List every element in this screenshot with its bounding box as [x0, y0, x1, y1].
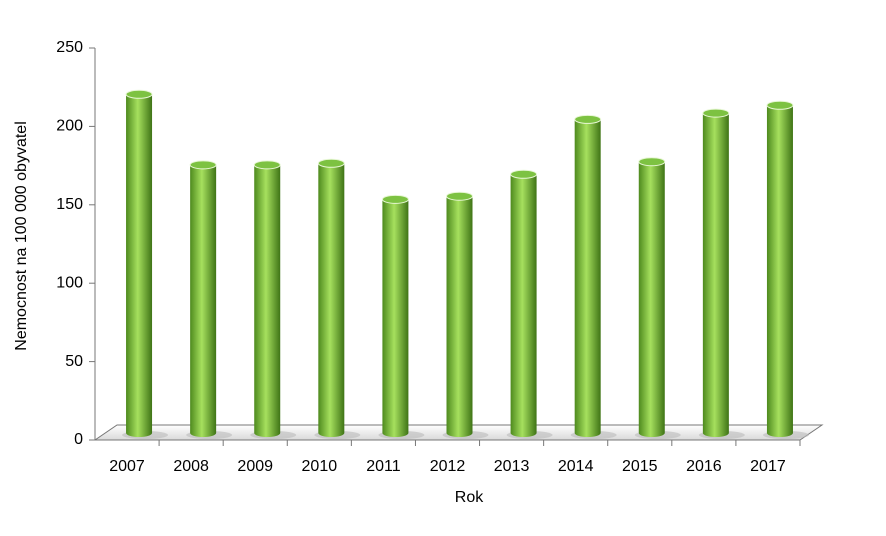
x-tick-label: 2007	[109, 458, 145, 475]
y-tick-label: 100	[56, 274, 83, 291]
bar-part	[446, 191, 473, 201]
bar-part	[702, 108, 730, 118]
y-tick-label: 250	[56, 39, 83, 56]
bar-part	[189, 160, 217, 170]
bar-part	[446, 196, 473, 437]
bar	[250, 160, 297, 439]
y-tick-label: 0	[74, 431, 83, 448]
bar	[506, 169, 553, 439]
y-tick-label: 200	[56, 118, 83, 135]
bar	[762, 100, 809, 439]
y-tick-label: 150	[56, 196, 83, 213]
bar-part	[702, 113, 729, 438]
bar-part	[126, 94, 153, 437]
bar-part	[317, 158, 345, 168]
bar-part	[382, 199, 409, 437]
bar-part	[574, 114, 602, 124]
bar-part	[510, 174, 537, 437]
bar-part	[766, 100, 794, 110]
bar	[634, 157, 681, 439]
x-tick-label: 2011	[366, 458, 401, 475]
bar-part	[254, 164, 281, 437]
bar-part	[638, 161, 665, 437]
x-tick-label: 2014	[558, 458, 594, 475]
bar	[442, 191, 489, 439]
x-tick-label: 2010	[302, 458, 338, 475]
bar-part	[638, 157, 666, 167]
bar	[698, 108, 745, 439]
bar	[570, 114, 617, 439]
x-tick-label: 2015	[622, 458, 658, 475]
bar	[378, 194, 425, 439]
bar-part	[510, 169, 538, 179]
bar-part	[381, 194, 409, 204]
bar-part	[253, 160, 281, 170]
bar-part	[766, 105, 793, 438]
x-tick-label: 2016	[686, 458, 722, 475]
bar-part	[574, 119, 601, 438]
x-tick-label: 2012	[430, 458, 466, 475]
x-tick-label: 2009	[237, 458, 273, 475]
bar-part	[190, 164, 217, 437]
bar-part	[125, 89, 153, 99]
x-tick-label: 2017	[750, 458, 786, 475]
x-tick-label: 2013	[494, 458, 530, 475]
bar	[186, 160, 233, 439]
bar	[122, 89, 169, 439]
bar-part	[318, 163, 345, 437]
bar	[314, 158, 361, 439]
x-tick-label: 2008	[173, 458, 209, 475]
x-axis-title: Rok	[455, 489, 484, 506]
y-tick-label: 50	[65, 353, 83, 370]
y-axis-title: Nemocnost na 100 000 obyvatel	[13, 121, 30, 350]
